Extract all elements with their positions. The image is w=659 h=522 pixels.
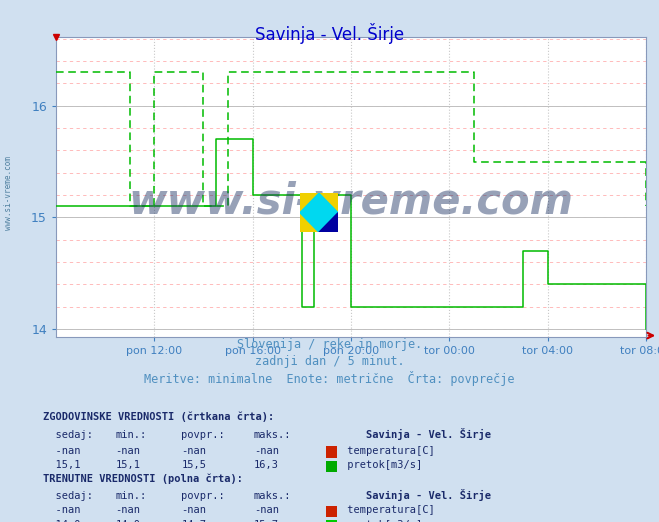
Text: 15,5: 15,5 — [181, 460, 206, 470]
Text: pretok[m3/s]: pretok[m3/s] — [341, 520, 422, 522]
Text: -nan: -nan — [43, 446, 80, 456]
Text: min.:: min.: — [115, 430, 146, 440]
Text: povpr.:: povpr.: — [181, 491, 225, 501]
Text: temperatura[C]: temperatura[C] — [341, 446, 434, 456]
Text: -nan: -nan — [181, 446, 206, 456]
Text: -nan: -nan — [115, 446, 140, 456]
Text: -nan: -nan — [254, 446, 279, 456]
Text: temperatura[C]: temperatura[C] — [341, 505, 434, 515]
Text: Slovenija / reke in morje.: Slovenija / reke in morje. — [237, 338, 422, 351]
Text: 14,7: 14,7 — [181, 520, 206, 522]
Text: zadnji dan / 5 minut.: zadnji dan / 5 minut. — [254, 355, 405, 369]
Text: maks.:: maks.: — [254, 491, 291, 501]
Text: -nan: -nan — [43, 505, 80, 515]
Text: sedaj:: sedaj: — [43, 491, 93, 501]
Text: www.si-vreme.com: www.si-vreme.com — [129, 181, 573, 222]
Text: -nan: -nan — [254, 505, 279, 515]
Text: Savinja - Vel. Širje: Savinja - Vel. Širje — [366, 489, 491, 501]
Text: Savinja - Vel. Širje: Savinja - Vel. Širje — [366, 428, 491, 440]
Text: 16,3: 16,3 — [254, 460, 279, 470]
Text: Savinja - Vel. Širje: Savinja - Vel. Širje — [255, 23, 404, 44]
Text: min.:: min.: — [115, 491, 146, 501]
Text: 15,1: 15,1 — [43, 460, 80, 470]
Text: povpr.:: povpr.: — [181, 430, 225, 440]
Text: TRENUTNE VREDNOSTI (polna črta):: TRENUTNE VREDNOSTI (polna črta): — [43, 473, 243, 484]
Text: -nan: -nan — [115, 505, 140, 515]
Text: www.si-vreme.com: www.si-vreme.com — [4, 156, 13, 230]
Text: sedaj:: sedaj: — [43, 430, 93, 440]
Text: Meritve: minimalne  Enote: metrične  Črta: povprečje: Meritve: minimalne Enote: metrične Črta:… — [144, 371, 515, 386]
Text: 15,1: 15,1 — [115, 460, 140, 470]
Polygon shape — [300, 193, 338, 232]
Text: 14,0: 14,0 — [43, 520, 80, 522]
Text: 14,0: 14,0 — [115, 520, 140, 522]
Polygon shape — [319, 213, 338, 232]
Text: pretok[m3/s]: pretok[m3/s] — [341, 460, 422, 470]
Text: 15,7: 15,7 — [254, 520, 279, 522]
Text: ZGODOVINSKE VREDNOSTI (črtkana črta):: ZGODOVINSKE VREDNOSTI (črtkana črta): — [43, 412, 274, 422]
Text: maks.:: maks.: — [254, 430, 291, 440]
Text: -nan: -nan — [181, 505, 206, 515]
